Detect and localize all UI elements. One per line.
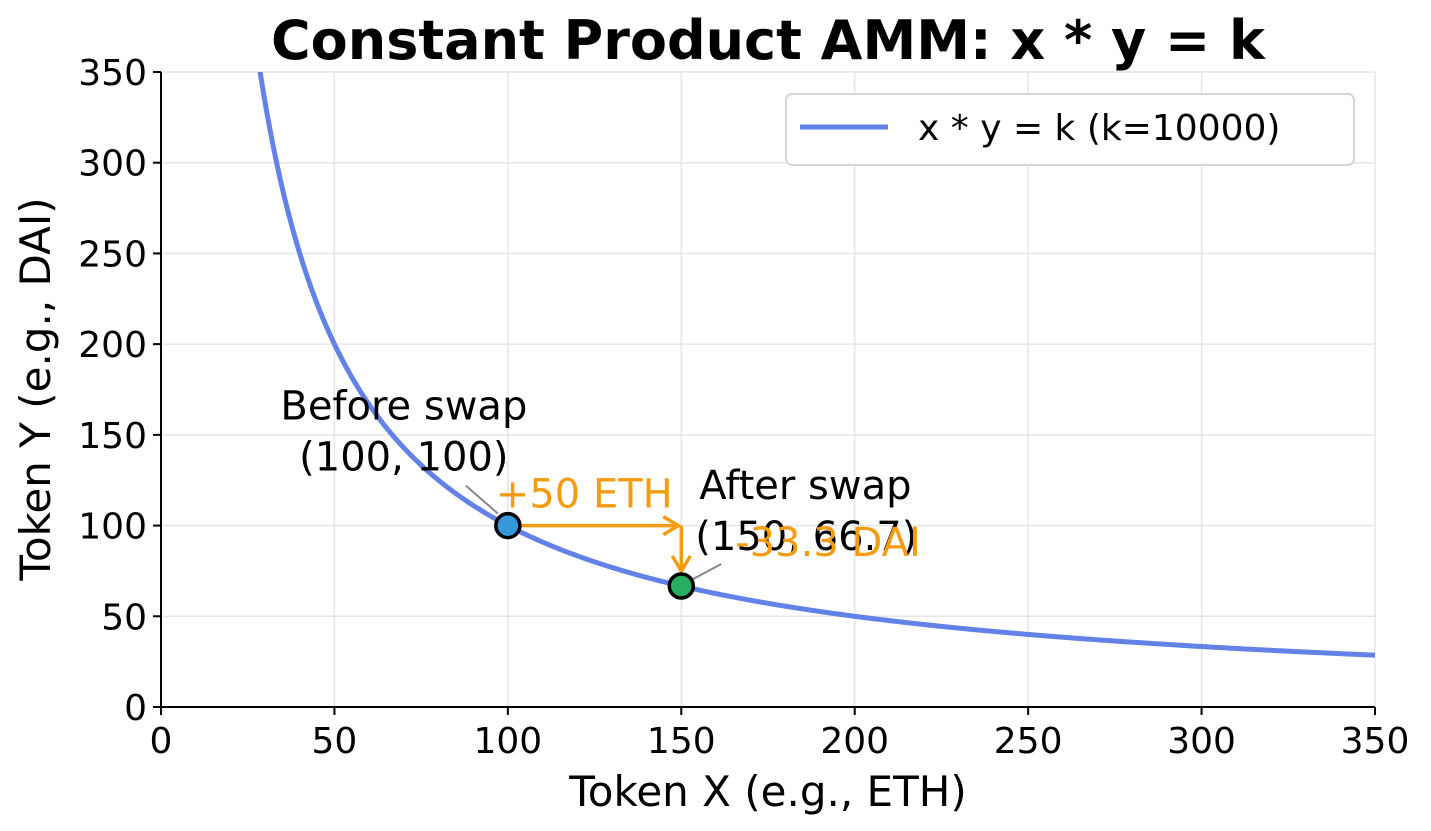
swap-moves	[507, 515, 692, 575]
axes	[160, 72, 1375, 708]
before-annotation-pointer	[465, 484, 499, 515]
x-axis-label: Token X (e.g., ETH)	[568, 767, 966, 816]
before-swap-label: Before swap	[280, 384, 527, 430]
points-layer: Before swap (100, 100) After swap (150, 66.…	[280, 384, 921, 600]
y-ticks: 0 50 100 150 200 250 300 350	[78, 53, 161, 729]
y-move-arrowhead	[670, 555, 692, 575]
x-move-label: +50 ETH	[496, 472, 673, 518]
curve-line	[257, 72, 1375, 658]
y-move-label: -33.3 DAI	[735, 520, 920, 566]
y-tick-label: 150	[78, 416, 147, 457]
legend: x * y = k (k=10000)	[785, 93, 1355, 166]
before-swap-coords: (100, 100)	[299, 435, 508, 481]
x-tick-label: 300	[1167, 721, 1236, 762]
x-tick-label: 250	[994, 721, 1063, 762]
after-swap-label: After swap	[699, 463, 911, 509]
y-axis-label: Token Y (e.g., DAI)	[11, 197, 60, 581]
after-swap-coords: (150, 66.7)	[695, 514, 917, 560]
x-tick-label: 0	[150, 721, 173, 762]
y-tick-label: 350	[78, 53, 147, 94]
y-tick-label: 100	[78, 507, 147, 548]
legend-label: x * y = k (k=10000)	[918, 108, 1280, 149]
x-tick-label: 200	[820, 721, 889, 762]
after-annotation-pointer	[690, 563, 722, 581]
legend-box	[785, 93, 1355, 166]
chart-title: Constant Product AMM: x * y = k	[271, 9, 1266, 72]
y-tick-label: 250	[78, 234, 147, 275]
y-tick-label: 200	[78, 325, 147, 366]
grid	[160, 71, 1376, 708]
x-move-arrowhead	[662, 515, 682, 537]
x-tick-label: 350	[1341, 721, 1410, 762]
curve-layer	[257, 72, 1375, 658]
y-tick-label: 300	[78, 144, 147, 185]
x-tick-label: 150	[647, 721, 716, 762]
x-tick-label: 100	[473, 721, 542, 762]
x-ticks: 0 50 100 150 200 250 300 350	[150, 707, 1410, 762]
before-swap-point	[494, 511, 522, 540]
after-swap-point	[667, 572, 696, 600]
x-tick-label: 50	[312, 721, 358, 762]
y-tick-label: 0	[124, 688, 147, 729]
y-tick-label: 50	[101, 597, 147, 638]
